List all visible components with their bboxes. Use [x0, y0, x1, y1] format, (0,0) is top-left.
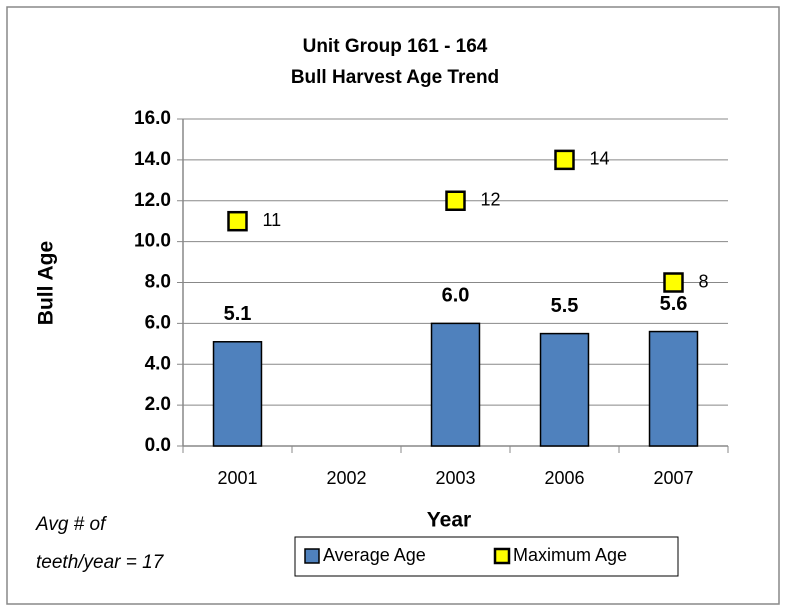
y-tick-label: 4.0	[145, 353, 171, 374]
x-tick-label: 2002	[326, 468, 366, 488]
bar	[212, 341, 263, 447]
data-label: 5.6	[660, 293, 688, 315]
legend-swatch	[493, 547, 511, 565]
bar	[648, 330, 699, 447]
marker	[554, 149, 575, 171]
y-tick-label: 16.0	[134, 108, 171, 129]
x-tick-label: 2007	[653, 468, 693, 488]
y-tick-label: 12.0	[134, 190, 171, 211]
y-tick-label: 0.0	[145, 435, 171, 456]
chart-title: Unit Group 161 - 164	[303, 36, 488, 57]
legend-box	[294, 536, 679, 577]
data-label: 8	[699, 271, 709, 291]
legend-label: Maximum Age	[513, 545, 627, 565]
chart-border	[6, 6, 780, 605]
bar	[539, 332, 590, 447]
data-label: 14	[590, 149, 610, 169]
y-tick-label: 8.0	[145, 272, 171, 293]
legend-label: Average Age	[323, 545, 426, 565]
y-tick-label: 10.0	[134, 231, 171, 252]
y-axis-label: Bull Age	[35, 241, 58, 325]
data-label: 5.1	[224, 303, 252, 325]
chart-subtitle: Bull Harvest Age Trend	[291, 67, 499, 88]
marker	[445, 190, 466, 211]
data-label: 6.0	[442, 285, 470, 307]
marker	[227, 210, 248, 232]
annotation: Avg # of	[35, 514, 107, 535]
x-axis-label: Year	[427, 509, 471, 532]
marker	[663, 272, 684, 293]
x-tick-label: 2006	[544, 468, 584, 488]
x-tick-label: 2001	[217, 468, 257, 488]
y-tick-label: 14.0	[134, 149, 171, 170]
data-label: 5.5	[551, 295, 579, 317]
annotation: teeth/year = 17	[36, 552, 165, 573]
bar	[430, 322, 481, 447]
y-tick-label: 2.0	[145, 394, 171, 415]
data-label: 11	[263, 210, 282, 230]
legend-swatch	[304, 548, 320, 564]
x-tick-label: 2003	[435, 468, 475, 488]
data-label: 12	[481, 190, 501, 210]
y-tick-label: 6.0	[145, 312, 171, 333]
